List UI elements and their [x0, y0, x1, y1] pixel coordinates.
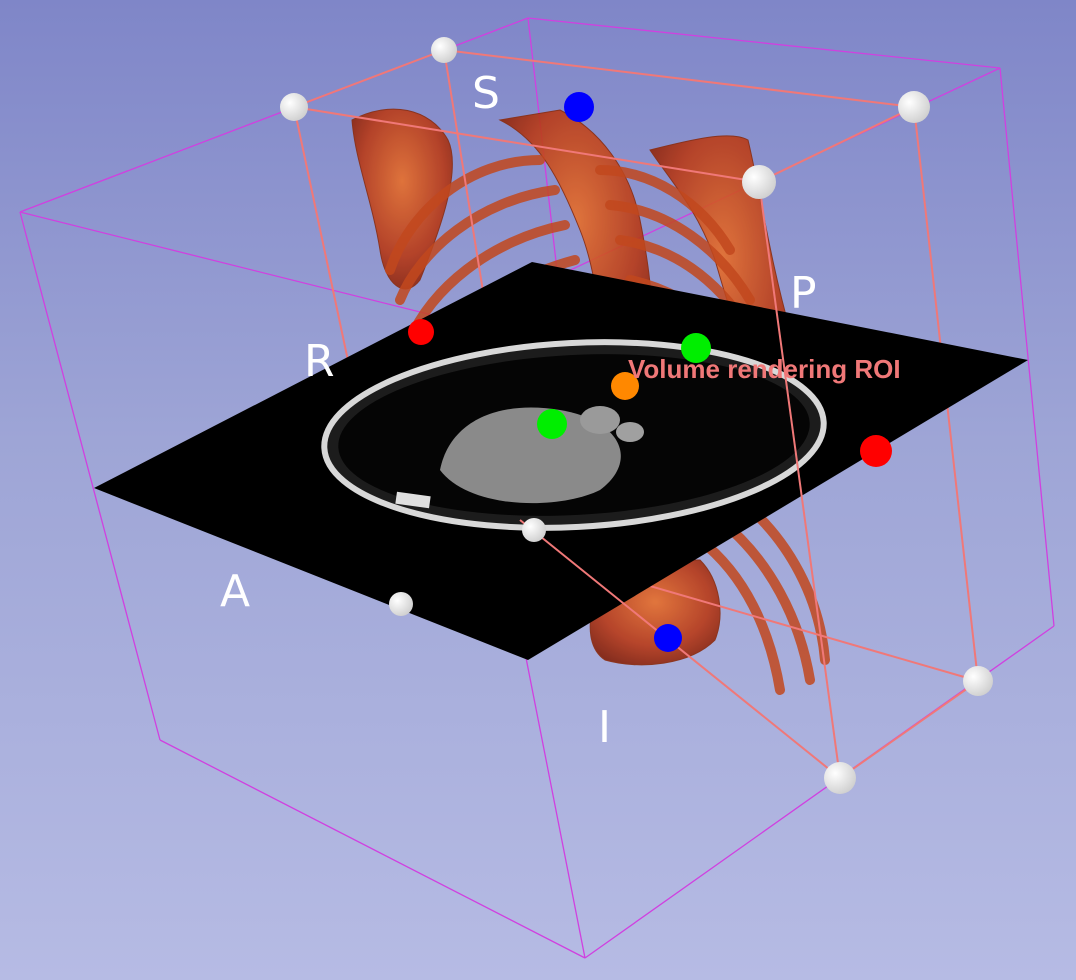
- right-handle[interactable]: [408, 319, 434, 345]
- anterior-handle[interactable]: [537, 409, 567, 439]
- inferior-handle[interactable]: [654, 624, 682, 652]
- orientation-label-posterior: P: [790, 268, 817, 319]
- corner-handle[interactable]: [522, 518, 546, 542]
- posterior-handle[interactable]: [681, 333, 711, 363]
- superior-handle[interactable]: [564, 92, 594, 122]
- center-handle[interactable]: [611, 372, 639, 400]
- corner-handle[interactable]: [898, 91, 930, 123]
- roi-box-front: [293, 106, 915, 779]
- orientation-label-anterior: A: [220, 566, 251, 617]
- roi-label: Volume rendering ROI: [628, 354, 901, 384]
- orientation-label-right: R: [304, 336, 335, 387]
- orientation-label-superior: S: [472, 68, 500, 119]
- corner-handle[interactable]: [431, 37, 457, 63]
- corner-handle[interactable]: [280, 93, 308, 121]
- left-handle[interactable]: [860, 435, 892, 467]
- axial-slice: [94, 262, 1028, 660]
- roi-handles[interactable]: [280, 37, 993, 794]
- corner-handle[interactable]: [963, 666, 993, 696]
- corner-handle[interactable]: [389, 592, 413, 616]
- corner-handle[interactable]: [742, 165, 776, 199]
- orientation-label-inferior: I: [598, 702, 611, 753]
- corner-handle[interactable]: [824, 762, 856, 794]
